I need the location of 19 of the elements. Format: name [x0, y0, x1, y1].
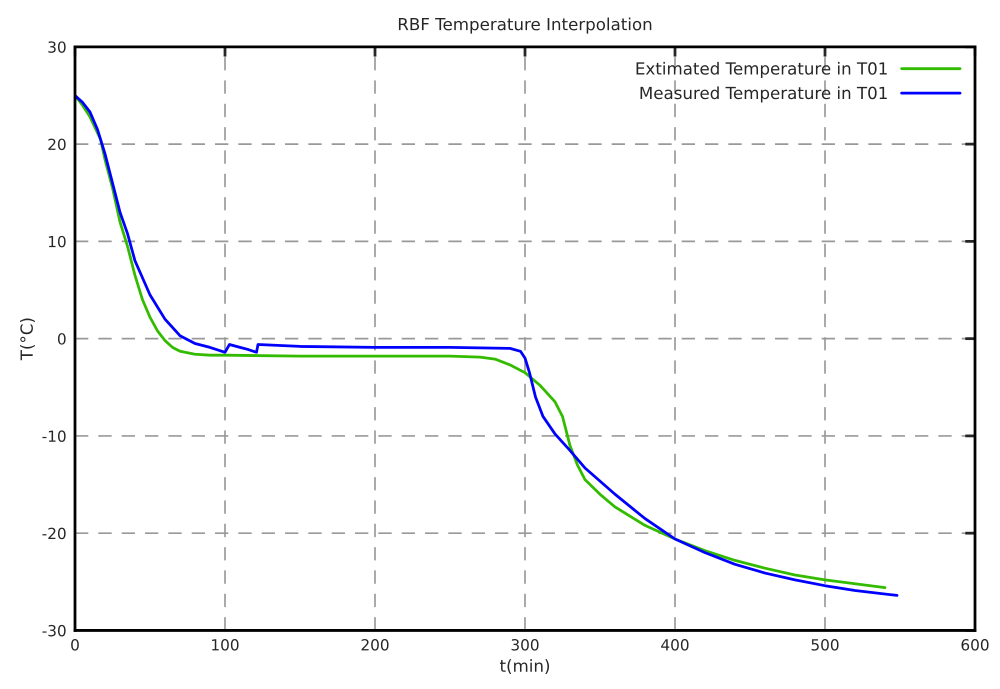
- x-tick-label: 300: [512, 639, 539, 651]
- x-tick-label: 400: [661, 639, 689, 651]
- y-tick-label: 20: [48, 138, 66, 150]
- x-axis-title: t(min): [500, 659, 550, 674]
- y-tick-label: 30: [48, 41, 66, 53]
- x-tick-label: 600: [961, 639, 989, 651]
- legend-label: Measured Temperature in T01: [640, 86, 887, 102]
- x-tick-label: 0: [71, 639, 79, 651]
- y-tick-label: -30: [42, 624, 66, 636]
- x-tick-label: 500: [812, 639, 839, 651]
- y-tick-label: 0: [58, 333, 66, 345]
- x-tick-label: 200: [362, 639, 389, 651]
- y-tick-label: 10: [48, 236, 66, 248]
- y-tick-label: -10: [42, 430, 66, 442]
- y-tick-label: -20: [42, 528, 66, 540]
- x-tick-label: 100: [212, 639, 239, 651]
- y-axis-title: T(°C): [20, 318, 35, 360]
- legend-label: Extimated Temperature in T01: [636, 62, 887, 78]
- chart-title: RBF Temperature Interpolation: [398, 18, 652, 34]
